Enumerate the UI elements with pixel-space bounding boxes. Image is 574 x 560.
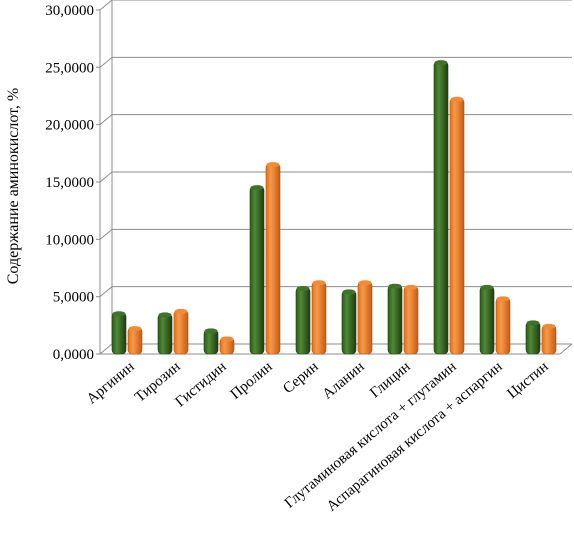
bar-series-2	[127, 327, 143, 355]
category-label: Пролин	[228, 359, 276, 403]
bar-cap	[450, 96, 464, 102]
y-tick-label: 20,0000	[45, 118, 94, 134]
bars	[111, 60, 557, 355]
bar-series-1	[111, 312, 127, 355]
category-label: Аланин	[320, 359, 368, 403]
bar-series-1	[387, 284, 403, 355]
bar-cap	[112, 311, 126, 317]
bar-series-1	[525, 321, 541, 355]
gridline-side	[99, 343, 113, 355]
y-tick-label: 0,0000	[53, 347, 94, 363]
bar-cap	[342, 289, 356, 295]
gridline-side	[99, 286, 113, 298]
bar-cap	[480, 284, 494, 290]
y-axis-title: Содержание аминокислот, %	[5, 88, 22, 285]
bar-cap	[220, 336, 234, 342]
bar-cap	[158, 312, 172, 318]
bar-cap	[296, 285, 310, 291]
bar-series-2	[357, 281, 373, 355]
gridline-side	[99, 0, 113, 11]
y-tick-label: 25,0000	[45, 60, 94, 76]
bar-cap	[312, 280, 326, 286]
y-tick-labels: 0,0000 5,0000 10,0000 15,0000 20,0000 25,0000…	[45, 3, 94, 363]
y-tick-label: 5,0000	[53, 290, 94, 306]
bar-cap	[250, 185, 264, 191]
bar-cap	[266, 162, 280, 168]
bar-cap	[496, 296, 510, 302]
bar-cap	[542, 323, 556, 329]
y-tick-label: 10,0000	[45, 232, 94, 248]
bar-cap	[128, 326, 142, 332]
y-tick-label: 30,0000	[45, 3, 94, 19]
bar-series-2	[173, 310, 189, 355]
floor-edge	[559, 343, 573, 355]
bar-series-1	[433, 61, 449, 355]
bar-cap	[404, 284, 418, 290]
bar-series-1	[479, 286, 495, 355]
y-tick-label: 15,0000	[45, 175, 94, 191]
bar-series-2	[541, 325, 557, 355]
bar-cap	[434, 60, 448, 66]
category-label: Серин	[280, 359, 321, 397]
bar-series-2	[403, 286, 419, 355]
gridlines	[99, 0, 572, 355]
bar-series-1	[295, 287, 311, 355]
bar-cap	[174, 308, 188, 314]
category-label: Гистидин	[173, 359, 230, 411]
bar-series-1	[341, 290, 357, 355]
gridline-side	[99, 228, 113, 240]
bar-series-2	[265, 163, 281, 355]
bar-cap	[526, 320, 540, 326]
bar-cap	[358, 280, 372, 286]
category-label: Аргинин	[84, 359, 138, 408]
bar-series-1	[249, 186, 265, 355]
bar-series-1	[203, 329, 219, 355]
bar-series-2	[495, 297, 511, 355]
category-label: Цистин	[504, 359, 551, 402]
gridline-side	[99, 114, 113, 126]
bar-series-2	[311, 281, 327, 355]
gridline-side	[99, 56, 113, 68]
bar-series-2	[449, 97, 465, 355]
bar-cap	[204, 328, 218, 334]
gridline-side	[99, 171, 113, 183]
bar-cap	[388, 283, 402, 289]
bar-series-1	[157, 313, 173, 355]
